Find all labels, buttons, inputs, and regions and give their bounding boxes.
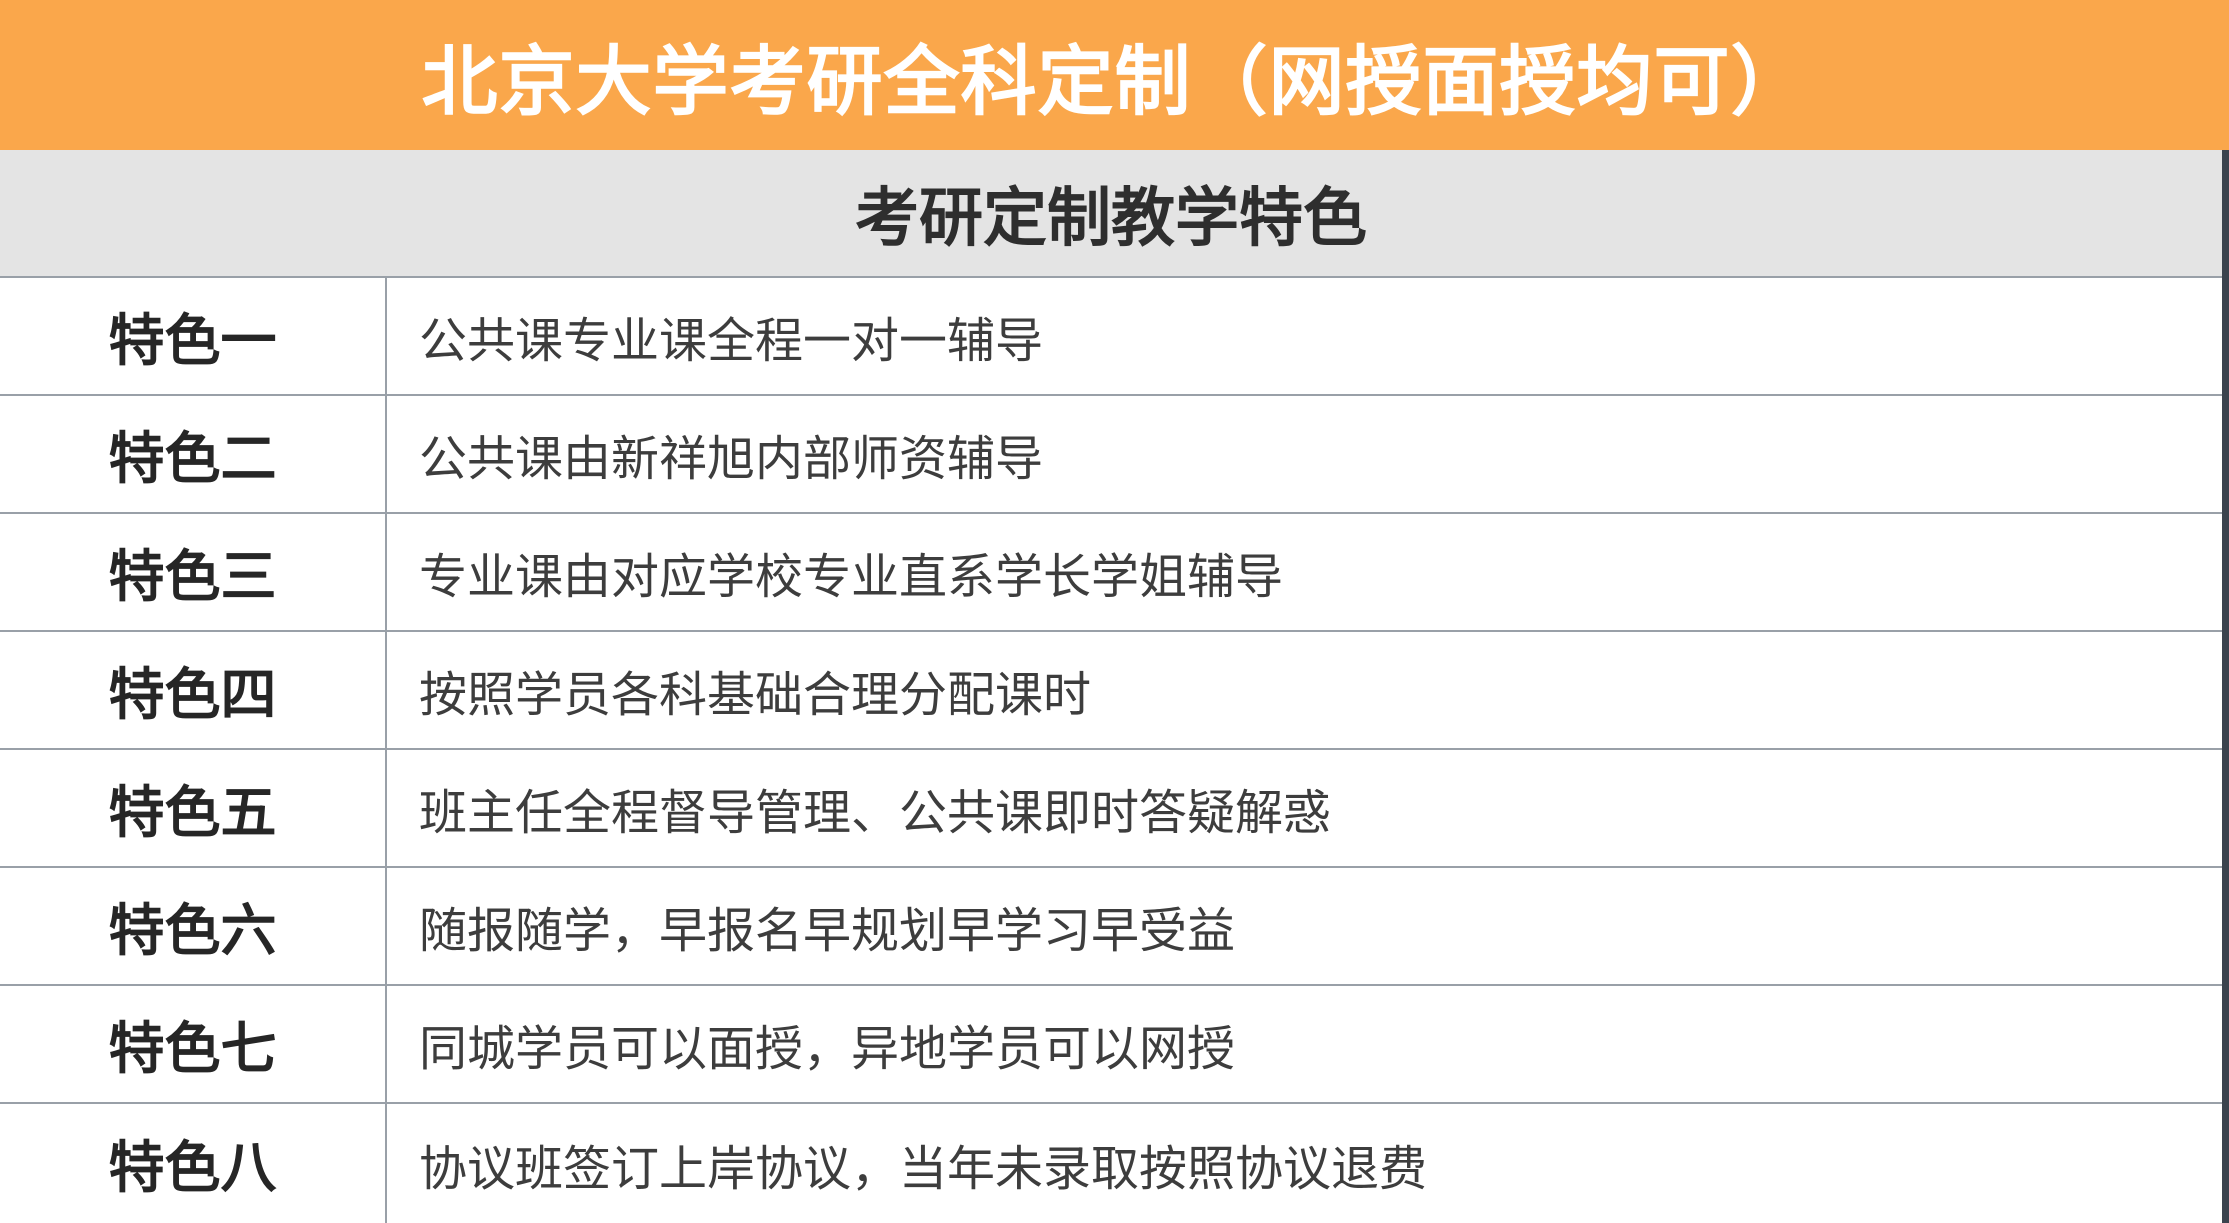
feature-label: 特色八 (0, 1104, 387, 1223)
feature-label: 特色一 (0, 278, 387, 394)
table-row: 特色三 专业课由对应学校专业直系学长学姐辅导 (0, 514, 2222, 632)
feature-label: 特色三 (0, 514, 387, 630)
table-container: 考研定制教学特色 特色一 公共课专业课全程一对一辅导 特色二 公共课由新祥旭内部… (0, 150, 2222, 1223)
feature-description: 随报随学，早报名早规划早学习早受益 (419, 905, 1236, 958)
feature-label: 特色七 (0, 986, 387, 1102)
table-row: 特色四 按照学员各科基础合理分配课时 (0, 632, 2222, 750)
feature-description: 专业课由对应学校专业直系学长学姐辅导 (419, 551, 1284, 604)
table-row: 特色一 公共课专业课全程一对一辅导 (0, 278, 2222, 396)
page-title: 北京大学考研全科定制（网授面授均可） (421, 40, 1808, 125)
table-row: 特色八 协议班签订上岸协议，当年未录取按照协议退费 (0, 1104, 2222, 1223)
feature-label: 特色六 (0, 868, 387, 984)
feature-description: 公共课由新祥旭内部师资辅导 (419, 433, 1044, 486)
feature-description: 公共课专业课全程一对一辅导 (419, 315, 1044, 368)
table-subtitle: 考研定制教学特色 (855, 182, 1367, 254)
feature-label: 特色二 (0, 396, 387, 512)
table-row: 特色六 随报随学，早报名早规划早学习早受益 (0, 868, 2222, 986)
dark-edge-strip (2222, 150, 2229, 1223)
feature-label: 特色四 (0, 632, 387, 748)
feature-description: 协议班签订上岸协议，当年未录取按照协议退费 (419, 1142, 1428, 1196)
table-row: 特色七 同城学员可以面授，异地学员可以网授 (0, 986, 2222, 1104)
table-header-row: 考研定制教学特色 (0, 150, 2222, 278)
feature-rows: 特色一 公共课专业课全程一对一辅导 特色二 公共课由新祥旭内部师资辅导 特色三 … (0, 278, 2222, 1223)
feature-description: 按照学员各科基础合理分配课时 (419, 669, 1092, 722)
feature-description: 同城学员可以面授，异地学员可以网授 (419, 1023, 1236, 1076)
table-row: 特色五 班主任全程督导管理、公共课即时答疑解惑 (0, 750, 2222, 868)
title-banner: 北京大学考研全科定制（网授面授均可） (0, 0, 2229, 150)
feature-label: 特色五 (0, 750, 387, 866)
feature-description: 班主任全程督导管理、公共课即时答疑解惑 (419, 787, 1332, 840)
table-row: 特色二 公共课由新祥旭内部师资辅导 (0, 396, 2222, 514)
table-section: 考研定制教学特色 特色一 公共课专业课全程一对一辅导 特色二 公共课由新祥旭内部… (0, 150, 2229, 1223)
